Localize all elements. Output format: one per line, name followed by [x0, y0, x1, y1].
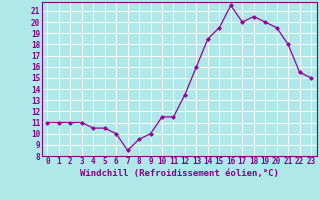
X-axis label: Windchill (Refroidissement éolien,°C): Windchill (Refroidissement éolien,°C) — [80, 169, 279, 178]
